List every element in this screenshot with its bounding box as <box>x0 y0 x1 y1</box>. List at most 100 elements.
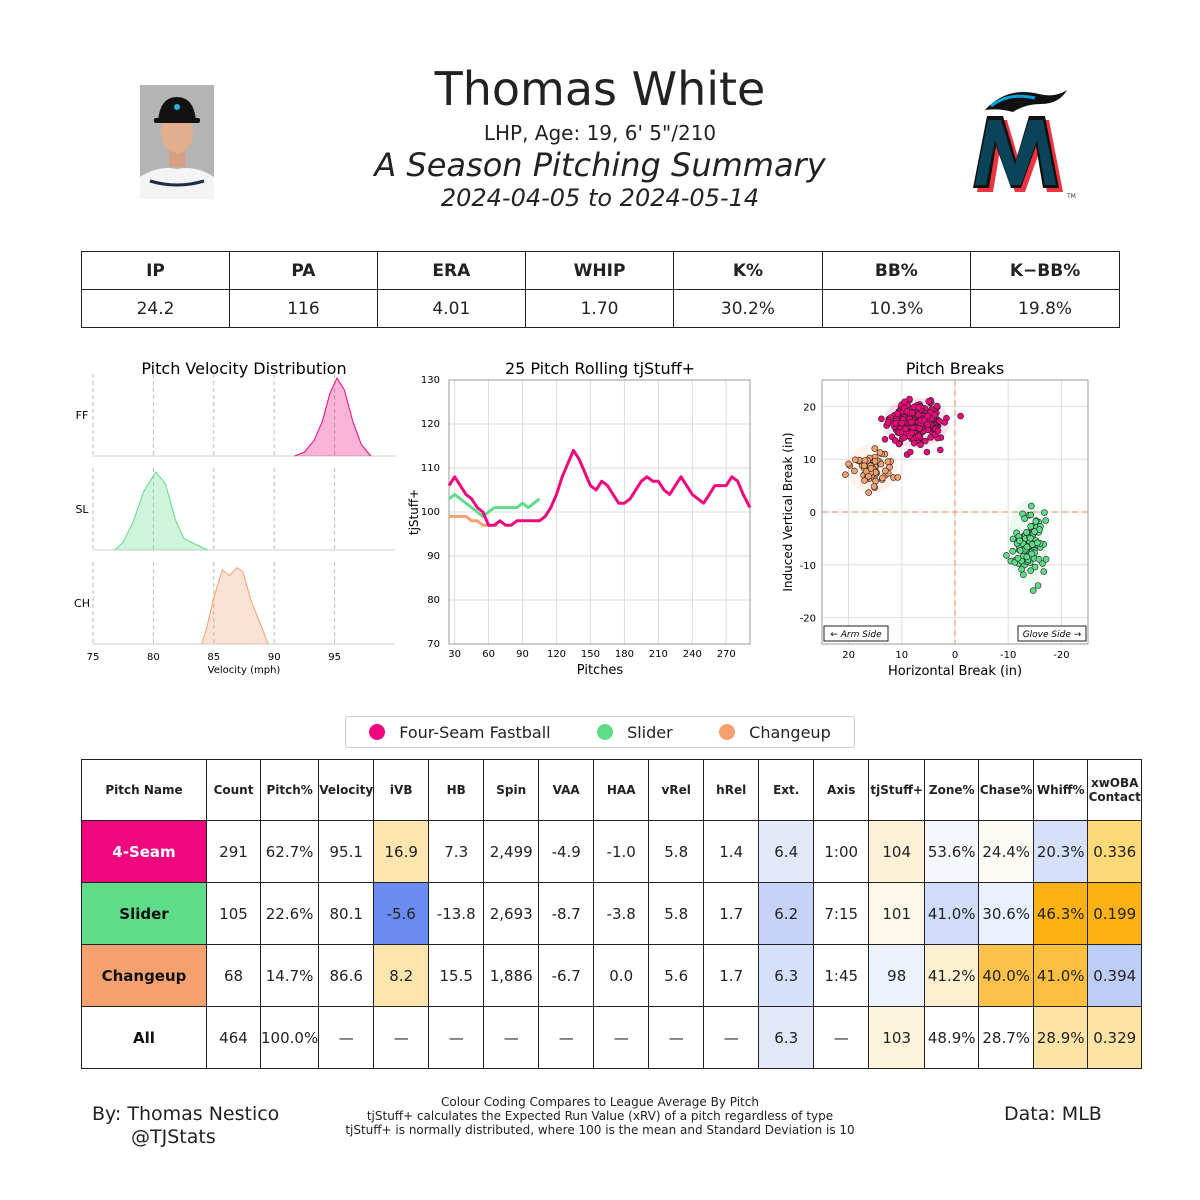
pitch-table-header: Whiff% <box>1033 759 1089 821</box>
stat-header: IP <box>81 251 230 290</box>
pitch-metric-cell: -5.6 <box>373 882 430 945</box>
velocity-row-label: CH <box>74 597 90 610</box>
pitch-table-header: hRel <box>703 759 760 821</box>
rolling-ytick-label: 70 <box>427 639 440 650</box>
rolling-xtick-label: 60 <box>482 649 495 660</box>
break-point <box>1042 517 1049 524</box>
break-yaxis-label: Induced Vertical Break (in) <box>781 432 795 591</box>
legend-label: Slider <box>627 722 673 742</box>
footer-notes: Colour Coding Compares to League Average… <box>300 1095 900 1137</box>
break-point <box>845 460 852 468</box>
pitch-metric-cell: 40.0% <box>978 944 1035 1007</box>
arm-side-box <box>823 625 889 642</box>
chart-title: Pitch Breaks <box>906 359 1005 378</box>
pitch-metric-cell: — <box>318 1006 375 1069</box>
pitch-metric-cell: 6.3 <box>758 1006 815 1069</box>
player-name: Thomas White <box>434 62 766 116</box>
pitch-metric-cell: — <box>483 1006 540 1069</box>
player-headshot <box>140 85 214 199</box>
stat-value: 19.8% <box>970 289 1120 328</box>
break-point <box>921 437 929 445</box>
break-point <box>1034 539 1041 547</box>
break-point <box>878 415 885 423</box>
author-handle: @TJStats <box>131 1126 216 1148</box>
chart-title: 25 Pitch Rolling tjStuff+ <box>505 359 695 378</box>
pitch-metric-cell: -6.7 <box>538 944 595 1007</box>
arm-side-label: ← Arm Side <box>830 630 882 640</box>
pitch-metric-cell: — <box>813 1006 870 1069</box>
pitch-metric-cell: 101 <box>868 882 926 945</box>
pitch-metric-cell: 41.0% <box>1033 944 1089 1007</box>
pitch-table-header: xwOBA Contact <box>1087 759 1143 821</box>
rolling-ytick-label: 130 <box>421 375 440 386</box>
pitch-metric-cell: 7:15 <box>813 882 870 945</box>
break-point <box>884 419 892 426</box>
pitch-metric-cell: 41.2% <box>924 944 980 1007</box>
stats-value-row: 24.2 116 4.01 1.70 30.2% 10.3% 19.8% <box>81 289 1120 328</box>
break-point <box>884 458 892 465</box>
pitch-metric-cell: 1.4 <box>703 820 760 883</box>
chart-title: Pitch Velocity Distribution <box>141 359 346 378</box>
pitch-name-cell: Slider <box>81 882 207 945</box>
rolling-tjstuff-chart: 25 Pitch Rolling tjStuff+ 70 80 90 100 110 120… <box>407 359 752 678</box>
note-line: tjStuff+ is normally distributed, where … <box>345 1123 855 1137</box>
stat-header: K% <box>673 251 823 290</box>
author-credit: By: Thomas Nestico <box>92 1103 280 1125</box>
break-ytick-label: 20 <box>803 402 816 413</box>
break-point <box>892 419 900 427</box>
break-point <box>865 473 872 480</box>
break-point <box>881 467 889 475</box>
break-point <box>1016 537 1023 545</box>
break-point <box>1003 552 1010 559</box>
pitch-metric-cell: 103 <box>868 1006 926 1069</box>
pitch-table-header: tjStuff+ <box>868 759 926 821</box>
legend-label: Four-Seam Fastball <box>399 722 551 742</box>
pitch-table-header: iVB <box>373 759 430 821</box>
break-point <box>1020 571 1027 578</box>
pitch-metric-cell: — <box>428 1006 485 1069</box>
break-ytick-label: 0 <box>810 508 816 519</box>
break-point <box>957 412 964 420</box>
break-point <box>1031 528 1038 535</box>
pitch-metric-cell: -8.7 <box>538 882 595 945</box>
pitch-metric-cell: — <box>648 1006 705 1069</box>
break-point <box>1009 547 1017 555</box>
break-point <box>1027 567 1034 574</box>
pitch-metric-cell: 95.1 <box>318 820 375 883</box>
break-point <box>901 398 909 406</box>
break-xtick-label: 20 <box>842 650 855 661</box>
pitch-metric-cell: 53.6% <box>924 820 980 883</box>
break-xtick-label: -20 <box>1053 650 1069 661</box>
legend-label: Changeup <box>749 722 831 742</box>
velocity-tick-label: 90 <box>268 652 281 663</box>
break-point <box>1014 554 1022 562</box>
break-point <box>1029 587 1037 594</box>
pitch-metric-cell: -13.8 <box>428 882 485 945</box>
rolling-xaxis-label: Pitches <box>577 663 624 678</box>
break-point <box>1042 556 1050 563</box>
break-point <box>906 448 914 456</box>
break-point <box>902 425 909 433</box>
pitch-metric-cell: 14.7% <box>259 944 320 1007</box>
pitch-name-cell: All <box>81 1006 207 1069</box>
pitch-table-header-row: Pitch Name Count Pitch% Velocity iVB HB Spin VA… <box>81 759 1143 821</box>
break-point <box>936 446 944 454</box>
note-line: Colour Coding Compares to League Average… <box>441 1095 759 1109</box>
rolling-ytick-label: 110 <box>421 463 440 474</box>
pitch-table-row: 4-Seam 291 62.7% 95.1 16.9 7.3 2,499 -4.9 -1.0 5.… <box>81 820 1143 883</box>
pitch-metric-cell: 16.9 <box>373 820 430 883</box>
break-xtick-label: 10 <box>895 650 908 661</box>
pitch-metric-cell: 1.7 <box>703 944 760 1007</box>
glove-side-label: Glove Side → <box>1023 630 1082 640</box>
rolling-xtick-label: 90 <box>516 649 529 660</box>
velocity-tick-label: 85 <box>207 652 220 663</box>
rolling-series-line <box>448 492 541 518</box>
pitch-metric-cell: 2,693 <box>483 882 540 945</box>
pitch-table-header: Pitch% <box>259 759 320 821</box>
break-point <box>915 432 922 440</box>
velocity-tick-label: 95 <box>328 652 341 663</box>
velocity-tick-label: 75 <box>87 652 100 663</box>
changeup-marker-icon <box>719 724 736 740</box>
break-point <box>915 404 923 411</box>
pitch-metric-cell: 0.199 <box>1087 882 1143 945</box>
